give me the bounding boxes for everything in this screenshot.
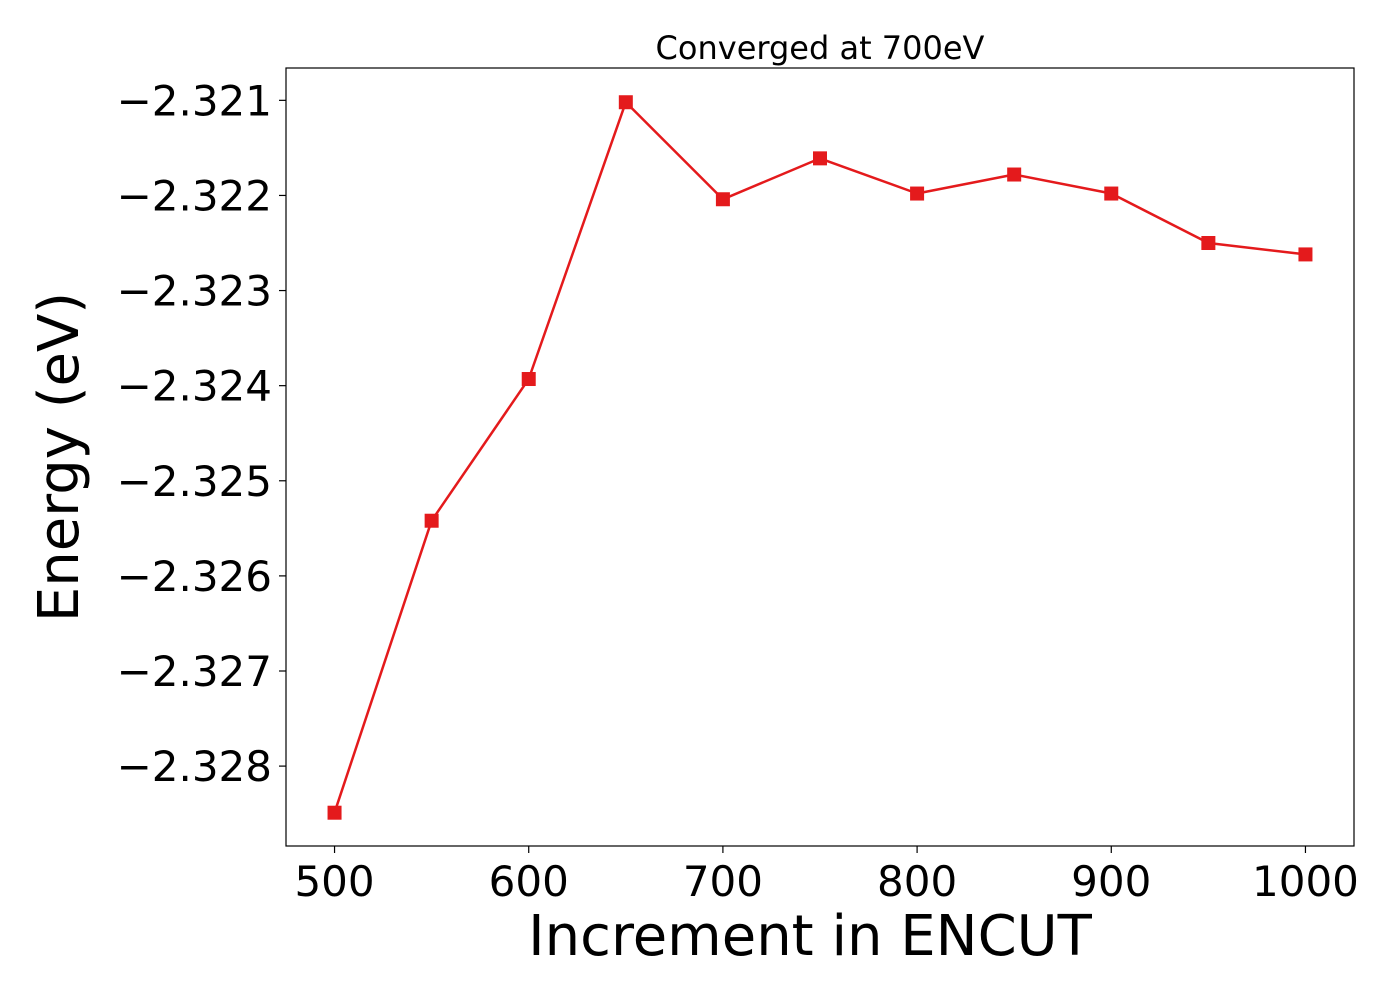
data-point — [1104, 186, 1119, 201]
y-tick-label: −2.324 — [117, 362, 272, 411]
data-point — [1201, 236, 1216, 251]
x-tick-label: 600 — [489, 857, 569, 906]
data-point — [813, 151, 827, 166]
x-tick-label: 800 — [877, 857, 957, 906]
data-point — [715, 192, 730, 207]
x-tick-label: 1000 — [1252, 857, 1359, 906]
x-axis-label: Increment in ENCUT — [528, 904, 1093, 969]
data-point — [618, 95, 633, 110]
data-point — [327, 805, 342, 820]
y-tick-label: −2.326 — [117, 552, 272, 601]
data-point — [1007, 167, 1022, 182]
x-axis: 500 600 700 800 900 1000 — [294, 846, 1359, 906]
data-point — [521, 372, 536, 387]
data-point — [1298, 247, 1313, 262]
x-tick-label: 500 — [294, 857, 374, 906]
y-tick-label: −2.325 — [117, 457, 272, 506]
x-tick-label: 700 — [683, 857, 763, 906]
y-tick-label: −2.327 — [117, 647, 272, 696]
y-axis-label: Energy (eV) — [27, 292, 92, 622]
chart-title: Converged at 700eV — [656, 29, 985, 67]
x-tick-label: 900 — [1071, 857, 1151, 906]
plot-area — [285, 67, 1355, 847]
data-point — [910, 186, 925, 201]
y-axis: −2.321 −2.322 −2.323 −2.324 −2.325 −2.326 −2.3… — [117, 76, 286, 791]
y-tick-label: −2.322 — [117, 171, 272, 220]
y-tick-label: −2.323 — [117, 267, 272, 316]
data-point — [424, 513, 439, 528]
series-line — [333, 100, 1306, 814]
series-layer — [327, 95, 1313, 820]
y-tick-label: −2.328 — [117, 742, 272, 791]
y-tick-label: −2.321 — [117, 76, 272, 125]
